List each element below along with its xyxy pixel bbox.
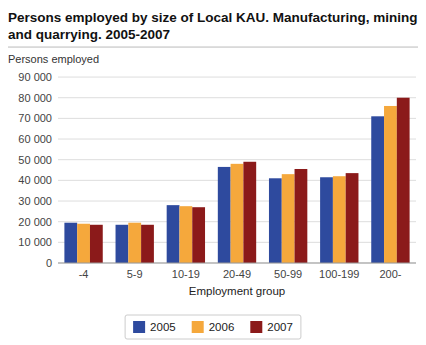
grid-line xyxy=(58,263,416,264)
legend-label: 2006 xyxy=(209,321,235,333)
bar xyxy=(218,167,231,263)
bar xyxy=(346,173,359,263)
bar xyxy=(90,225,103,263)
bar xyxy=(320,177,333,263)
bar xyxy=(397,98,410,263)
bar xyxy=(179,206,192,263)
title-line: and quarrying. 2005-2007 xyxy=(8,27,170,42)
y-tick-label: 0 xyxy=(46,257,52,269)
x-tick-label: 20-49 xyxy=(223,268,251,280)
legend-swatch xyxy=(192,321,204,333)
bar xyxy=(64,223,77,263)
bar xyxy=(333,176,346,263)
legend-swatch xyxy=(133,321,145,333)
bar xyxy=(167,205,180,263)
y-tick-label: 30 000 xyxy=(18,195,52,207)
bar xyxy=(371,116,384,263)
x-tick-label: 200- xyxy=(379,268,401,280)
bar xyxy=(128,223,141,263)
bar xyxy=(269,178,282,263)
bar xyxy=(295,169,308,263)
legend-swatch xyxy=(250,321,262,333)
y-axis-label: Persons employed xyxy=(8,53,99,65)
title: Persons employed by size of Local KAU. M… xyxy=(8,10,418,43)
y-tick-label: 40 000 xyxy=(18,174,52,186)
x-tick-label: 5-9 xyxy=(127,268,143,280)
y-tick-label: 80 000 xyxy=(18,92,52,104)
y-tick-label: 10 000 xyxy=(18,236,52,248)
y-tick-label: 60 000 xyxy=(18,133,52,145)
legend-label: 2007 xyxy=(267,321,293,333)
bar xyxy=(243,162,256,263)
x-ticks: -4 5-9 10-19 20-49 50-99 100-199 200- xyxy=(79,268,402,280)
x-tick-label: -4 xyxy=(79,268,89,280)
grid-line xyxy=(58,118,416,119)
y-tick-label: 20 000 xyxy=(18,216,52,228)
grid-line xyxy=(58,159,416,160)
legend-label: 2005 xyxy=(150,321,176,333)
y-tick-label: 90 000 xyxy=(18,71,52,83)
legend-frame xyxy=(125,315,301,339)
x-tick-label: 100-199 xyxy=(319,268,359,280)
y-ticks: 0 10 000 20 000 30 000 40 000 50 000 60 000 70 … xyxy=(18,71,52,269)
bar xyxy=(384,106,397,263)
grid-line xyxy=(58,139,416,140)
bars xyxy=(64,98,409,263)
y-tick-label: 50 000 xyxy=(18,154,52,166)
x-axis-line xyxy=(58,263,416,264)
x-axis-label: Employment group xyxy=(189,285,286,297)
grid xyxy=(58,77,416,263)
separator xyxy=(8,47,418,48)
bar xyxy=(116,225,129,263)
x-tick-label: 10-19 xyxy=(172,268,200,280)
bar xyxy=(231,164,244,263)
grid-line xyxy=(58,77,416,78)
chart: Persons employed by size of Local KAU. M… xyxy=(0,0,426,345)
title-line: Persons employed by size of Local KAU. M… xyxy=(8,10,418,25)
bar xyxy=(282,174,295,263)
x-tick-label: 50-99 xyxy=(274,268,302,280)
bar xyxy=(141,225,154,263)
bar xyxy=(192,207,205,263)
legend: 2005 2006 2007 xyxy=(125,315,301,339)
grid-line xyxy=(58,97,416,98)
bar xyxy=(77,224,90,263)
y-tick-label: 70 000 xyxy=(18,112,52,124)
